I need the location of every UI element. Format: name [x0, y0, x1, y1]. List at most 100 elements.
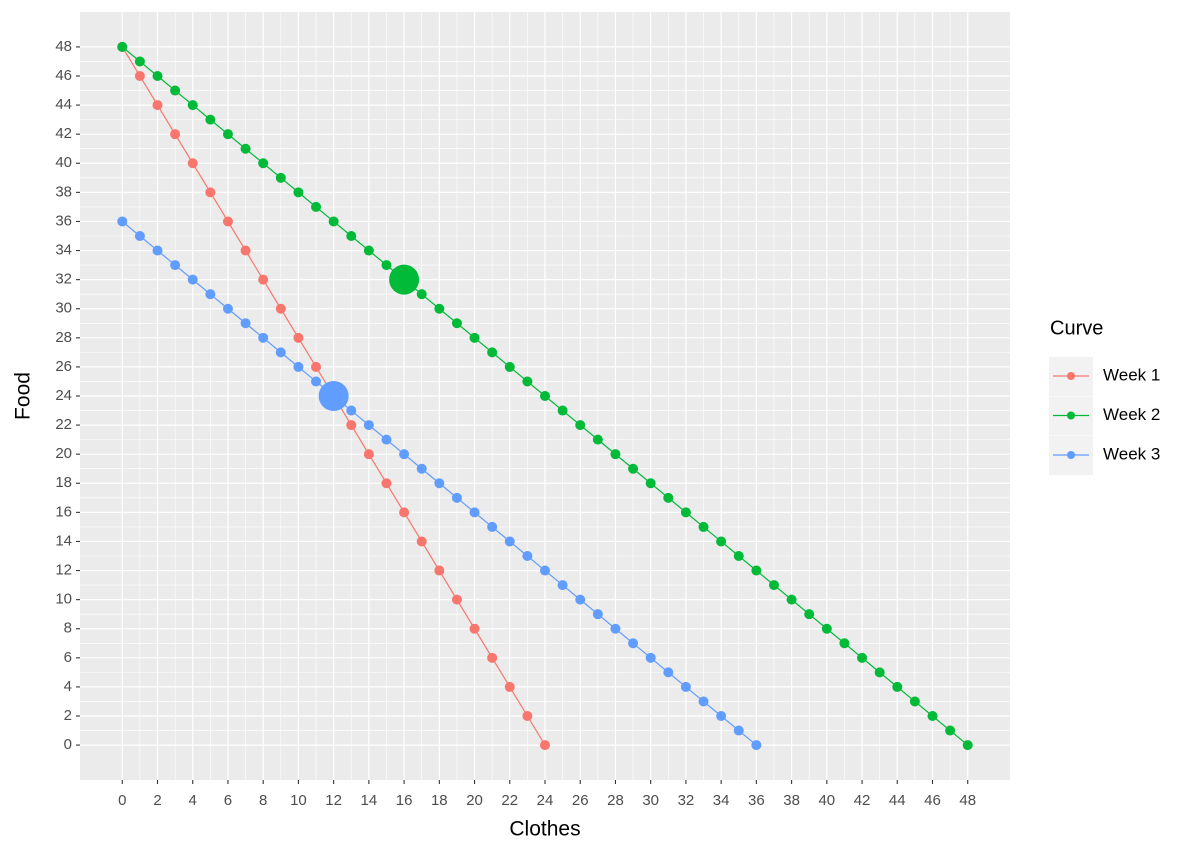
- data-point: [680, 681, 691, 692]
- legend-key-point: [1067, 451, 1075, 459]
- data-point: [205, 187, 216, 198]
- data-point: [205, 289, 216, 300]
- data-point: [504, 361, 515, 372]
- data-point: [275, 172, 286, 183]
- data-point: [663, 492, 674, 503]
- data-point: [451, 318, 462, 329]
- data-point: [381, 478, 392, 489]
- data-point: [451, 492, 462, 503]
- data-point: [363, 449, 374, 460]
- data-point: [504, 681, 515, 692]
- data-point: [240, 245, 251, 256]
- data-point: [240, 318, 251, 329]
- legend-key-point: [1067, 411, 1075, 420]
- data-point: [170, 260, 181, 271]
- data-point: [540, 740, 550, 751]
- data-point: [293, 187, 304, 198]
- data-point: [610, 449, 621, 460]
- data-point: [469, 332, 480, 343]
- data-point: [522, 376, 533, 387]
- data-point: [610, 623, 621, 634]
- y-tick-label: 14: [55, 532, 72, 549]
- y-tick-label: 42: [55, 125, 72, 142]
- data-point: [381, 434, 392, 445]
- x-tick-label: 24: [537, 792, 554, 809]
- y-tick-label: 46: [55, 67, 72, 84]
- legend-title: Curve: [1050, 317, 1103, 339]
- x-tick-label: 42: [854, 792, 871, 809]
- data-point: [170, 129, 181, 140]
- data-point: [645, 652, 656, 663]
- data-point: [504, 536, 515, 547]
- y-tick-label: 12: [55, 562, 72, 579]
- y-tick-label: 22: [55, 416, 72, 433]
- data-point: [152, 245, 163, 256]
- y-tick-label: 38: [55, 183, 72, 200]
- data-point: [751, 740, 762, 751]
- data-point: [945, 725, 956, 736]
- data-point: [434, 303, 445, 314]
- y-tick-label: 44: [55, 96, 72, 113]
- data-point: [222, 303, 233, 314]
- data-point: [469, 623, 480, 634]
- y-tick-label: 18: [55, 474, 72, 491]
- data-point: [698, 521, 709, 532]
- data-point: [892, 681, 903, 692]
- y-tick-label: 40: [55, 154, 72, 171]
- legend-key-point: [1067, 372, 1075, 380]
- data-point: [416, 463, 427, 474]
- data-point: [698, 696, 709, 707]
- data-point: [346, 420, 357, 431]
- y-tick-label: 34: [55, 242, 72, 259]
- data-point: [134, 231, 145, 241]
- data-point: [399, 449, 410, 460]
- x-tick-label: 14: [361, 792, 378, 809]
- data-point: [487, 652, 498, 663]
- data-point: [311, 201, 322, 212]
- y-tick-label: 36: [55, 212, 72, 229]
- data-point: [222, 216, 233, 227]
- data-point: [134, 71, 145, 81]
- x-tick-label: 22: [501, 792, 518, 809]
- data-point: [592, 434, 603, 445]
- x-tick-label: 36: [748, 792, 765, 809]
- data-point: [663, 667, 674, 678]
- y-tick-label: 6: [64, 649, 72, 666]
- data-point: [575, 420, 586, 431]
- data-point: [381, 260, 392, 271]
- data-point: [680, 507, 691, 518]
- data-point: [275, 347, 286, 358]
- x-tick-label: 26: [572, 792, 589, 809]
- series-group: [117, 41, 973, 751]
- x-tick-label: 8: [259, 792, 267, 809]
- data-point: [786, 594, 797, 605]
- x-tick-label: 16: [396, 792, 413, 809]
- data-point: [328, 216, 339, 227]
- y-tick-label: 32: [55, 271, 72, 288]
- data-point: [311, 376, 322, 387]
- data-point: [839, 638, 850, 649]
- y-tick-label: 4: [64, 678, 72, 695]
- data-point: [240, 143, 251, 154]
- data-point: [716, 711, 727, 721]
- data-point: [927, 711, 938, 721]
- x-tick-label: 10: [290, 792, 307, 809]
- y-tick-label: 2: [64, 707, 72, 724]
- data-point: [346, 231, 357, 241]
- data-point: [152, 71, 163, 81]
- legend-label: Week 1: [1103, 365, 1160, 384]
- data-point: [628, 638, 639, 649]
- x-tick-label: 48: [959, 792, 976, 809]
- data-point: [275, 303, 286, 314]
- data-point: [751, 565, 762, 576]
- data-point: [416, 536, 427, 547]
- x-axis-title: Clothes: [509, 818, 580, 841]
- data-point: [592, 609, 603, 620]
- highlight-point: [389, 264, 420, 295]
- data-point: [557, 405, 568, 416]
- data-point: [117, 41, 128, 52]
- data-point: [522, 551, 533, 561]
- data-point: [733, 725, 744, 736]
- x-tick-label: 44: [889, 792, 906, 809]
